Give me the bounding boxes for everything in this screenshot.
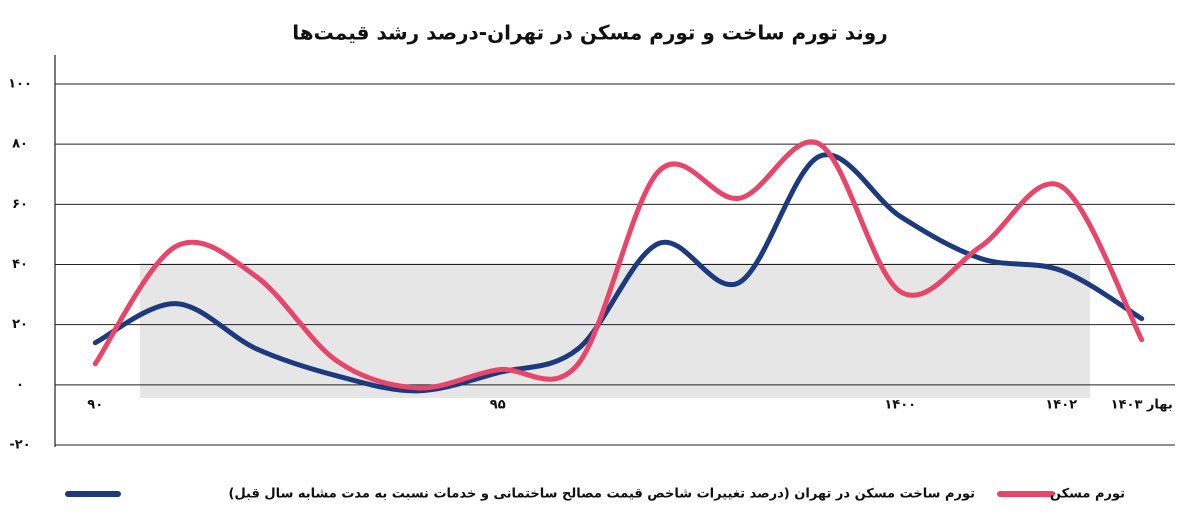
watermark-band: [140, 263, 1090, 398]
x-tick-label: ۹۵: [490, 397, 506, 412]
y-tick-label: ۰: [16, 377, 24, 392]
x-tick-label: ۹۰: [87, 397, 103, 412]
y-tick-label: ۱۰۰: [8, 77, 32, 92]
y-tick-label: ۶۰: [12, 197, 28, 212]
x-tick-label: ۱۴۰۰: [884, 397, 916, 412]
legend-label: تورم ساخت مسکن در تهران (درصد تغییرات شا…: [229, 487, 975, 502]
y-tick-label: ۲۰: [12, 317, 28, 332]
series-line: [92, 139, 1145, 391]
y-tick-label: ۸۰: [12, 137, 28, 152]
x-tick-label: بهار ۱۴۰۳: [1111, 397, 1173, 412]
series-line: [92, 152, 1145, 394]
y-tick-label: -۲۰: [9, 438, 30, 453]
x-tick-label: ۱۴۰۲: [1045, 397, 1077, 412]
legend-label: تورم مسکن: [1050, 487, 1125, 502]
chart-title: روند تورم ساخت و تورم مسکن در تهران-درصد…: [292, 21, 887, 45]
y-tick-label: ۴۰: [12, 257, 28, 272]
